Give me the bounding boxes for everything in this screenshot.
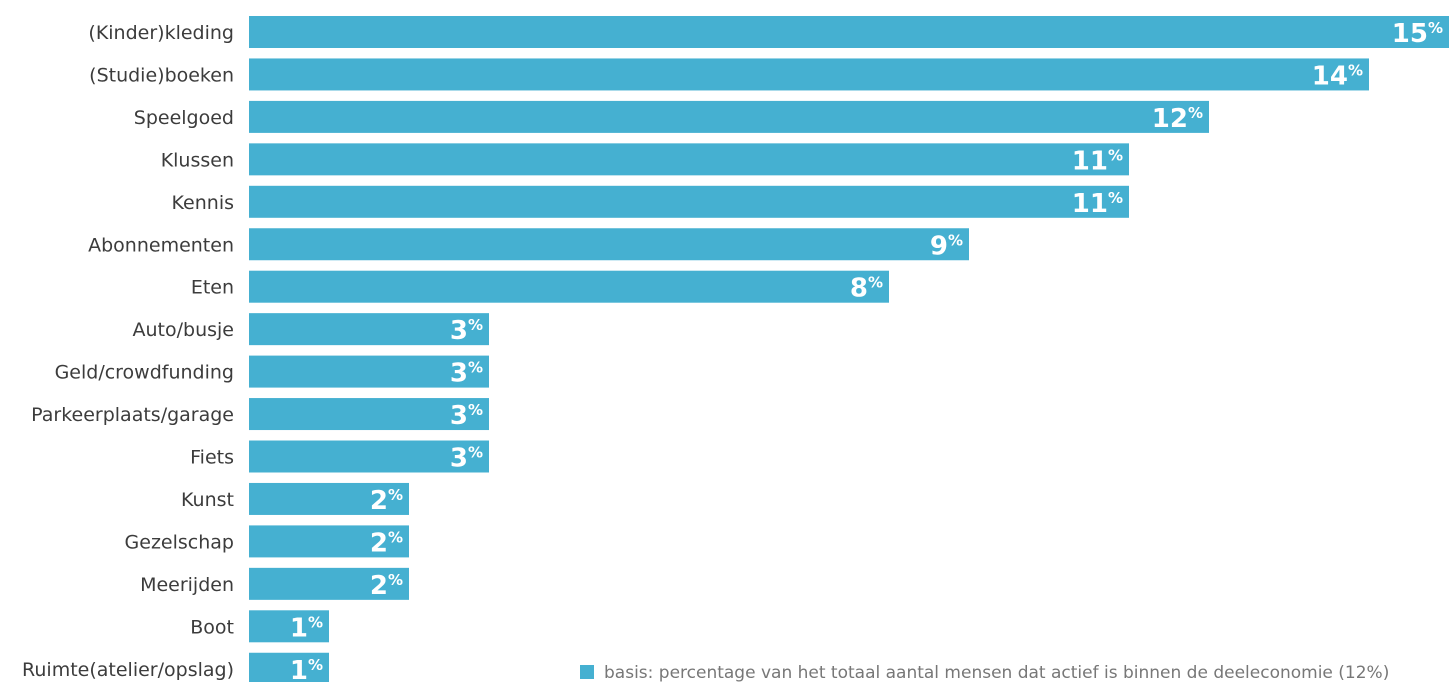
value-label-15: 1% [290, 656, 323, 682]
bar-10 [249, 440, 489, 473]
bar-13 [249, 567, 409, 600]
value-label-8: 3% [450, 359, 483, 389]
value-label-1: 14% [1312, 61, 1363, 91]
bar-2 [249, 100, 1209, 133]
category-label-12: Gezelschap [125, 531, 234, 553]
category-label-11: Kunst [181, 489, 234, 511]
bar-14 [249, 610, 329, 643]
category-label-1: (Studie)boeken [89, 64, 234, 86]
bar-12 [249, 525, 409, 558]
category-label-15: Ruimte(atelier/opslag) [22, 659, 234, 681]
legend-swatch [580, 665, 594, 679]
value-label-10: 3% [450, 444, 483, 474]
category-label-7: Auto/busje [133, 319, 235, 341]
bar-9 [249, 398, 489, 431]
bar-3 [249, 143, 1129, 176]
bar-15 [249, 652, 329, 682]
category-label-4: Kennis [172, 192, 234, 214]
category-label-14: Boot [190, 616, 234, 638]
bar-8 [249, 355, 489, 388]
bar-5 [249, 228, 969, 261]
category-label-0: (Kinder)kleding [88, 22, 234, 44]
category-label-8: Geld/crowdfunding [55, 362, 234, 384]
category-label-10: Fiets [190, 447, 234, 469]
category-label-6: Eten [191, 277, 234, 299]
category-label-3: Klussen [161, 149, 234, 171]
bar-1 [249, 58, 1369, 91]
bar-11 [249, 482, 409, 515]
category-label-5: Abonnementen [88, 234, 234, 256]
bar-6 [249, 270, 889, 303]
category-label-13: Meerijden [140, 574, 234, 596]
bar-0 [249, 16, 1449, 48]
value-label-0: 15% [1392, 19, 1443, 49]
bar-4 [249, 185, 1129, 218]
category-label-9: Parkeerplaats/garage [31, 404, 234, 426]
value-label-7: 3% [450, 316, 483, 346]
chart-legend: basis: percentage van het totaal aantal … [580, 660, 1389, 682]
bar-7 [249, 313, 489, 346]
legend-text: basis: percentage van het totaal aantal … [604, 663, 1390, 682]
category-label-2: Speelgoed [134, 107, 234, 129]
